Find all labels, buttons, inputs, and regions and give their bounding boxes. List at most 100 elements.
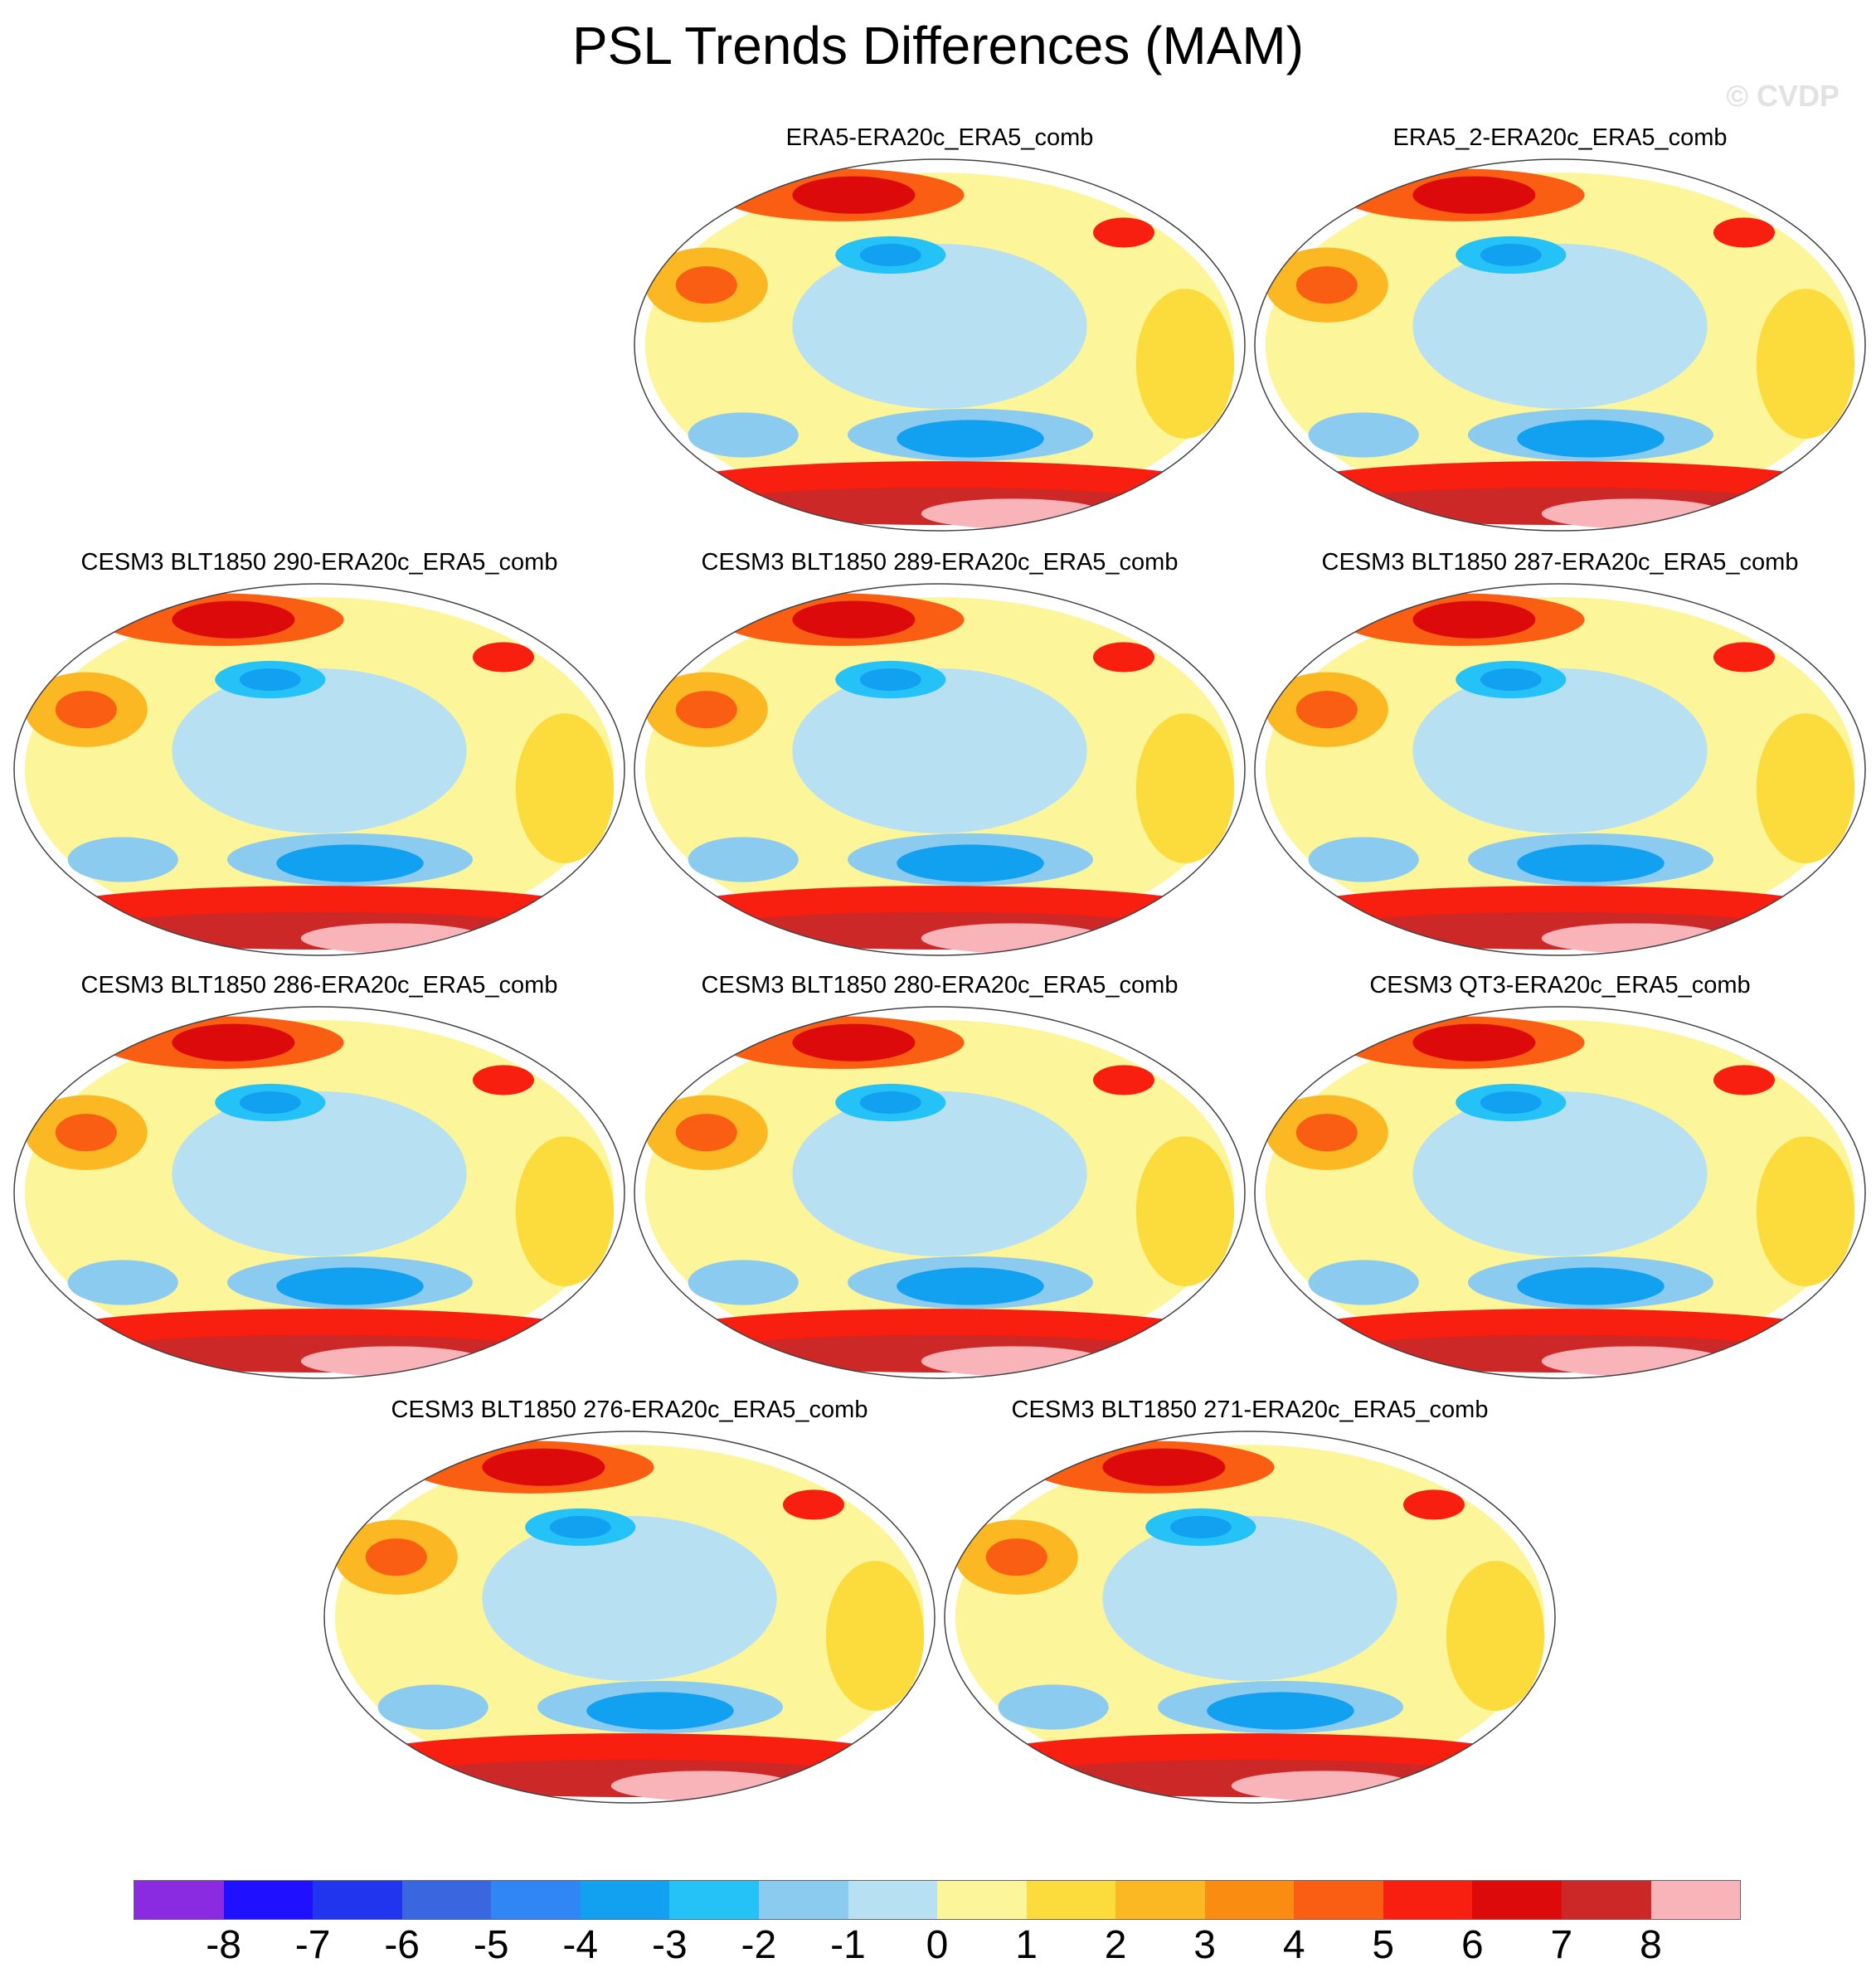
field-contour	[1541, 498, 1726, 529]
field-contour	[1480, 1091, 1542, 1115]
colorbar-cell	[1562, 1881, 1651, 1919]
field-contour	[1480, 668, 1542, 692]
colorbar-cell	[134, 1881, 224, 1919]
field-contour	[921, 498, 1106, 529]
colorbar-cell	[401, 1881, 492, 1919]
colorbar-tick-label: 8	[1640, 1923, 1662, 1967]
colorbar-tick-label: 1	[1015, 1923, 1038, 1967]
panel-title: CESM3 BLT1850 271-ERA20c_ERA5_comb	[1011, 1397, 1489, 1423]
field-contour	[921, 1346, 1106, 1377]
colorbar-tick-label: 0	[926, 1923, 949, 1967]
map-outline	[13, 583, 625, 956]
colorbar	[134, 1880, 1741, 1920]
robinson-map	[634, 1006, 1246, 1379]
colorbar-tick-label: -6	[384, 1923, 420, 1967]
panel-title: CESM3 BLT1850 276-ERA20c_ERA5_comb	[391, 1397, 868, 1423]
field-contour	[897, 844, 1044, 882]
panel-title: CESM3 BLT1850 280-ERA20c_ERA5_comb	[701, 972, 1179, 998]
field-contour	[792, 668, 1087, 833]
field-contour	[1169, 1515, 1232, 1539]
colorbar-tick-label: 7	[1550, 1923, 1573, 1967]
field-contour	[1207, 1692, 1354, 1730]
field-contour	[1135, 289, 1235, 439]
field-contour	[1541, 1346, 1726, 1377]
colorbar-cell	[1294, 1881, 1383, 1919]
field-contour	[239, 1091, 301, 1115]
field-contour	[1403, 1489, 1465, 1520]
colorbar-cell	[1026, 1881, 1116, 1919]
robinson-map	[323, 1431, 936, 1804]
field-contour	[1231, 1771, 1416, 1801]
field-contour	[1308, 837, 1419, 882]
field-contour	[377, 1684, 488, 1730]
robinson-map	[634, 583, 1246, 956]
map-panel: CESM3 BLT1850 289-ERA20c_ERA5_comb	[633, 549, 1247, 957]
colorbar-tick-label: -2	[741, 1923, 777, 1967]
field-contour	[998, 1684, 1109, 1730]
map-outline	[1254, 1006, 1866, 1379]
chart-title: PSL Trends Differences (MAM)	[571, 16, 1305, 75]
colorbar-cell	[1115, 1881, 1205, 1919]
colorbar-tick-label: -8	[206, 1923, 241, 1967]
field-contour	[239, 668, 301, 692]
colorbar-cell	[1472, 1881, 1562, 1919]
field-contour	[482, 1515, 777, 1681]
field-contour	[55, 1114, 117, 1152]
field-contour	[365, 1538, 427, 1576]
colorbar-cell	[1650, 1881, 1741, 1919]
map-panel: CESM3 BLT1850 280-ERA20c_ERA5_comb	[633, 972, 1247, 1380]
robinson-map	[13, 583, 625, 956]
robinson-map	[944, 1431, 1556, 1804]
colorbar-tick-label: 3	[1193, 1923, 1216, 1967]
field-contour	[792, 1091, 1087, 1256]
field-contour	[688, 1260, 799, 1305]
panel-title: ERA5_2-ERA20c_ERA5_comb	[1392, 124, 1728, 151]
colorbar-cell	[758, 1881, 848, 1919]
field-contour	[792, 600, 916, 639]
field-contour	[859, 668, 921, 692]
field-contour	[1756, 713, 1855, 863]
colorbar-tick-label: -3	[651, 1923, 688, 1967]
field-contour	[1756, 289, 1855, 439]
colorbar-cell	[223, 1881, 313, 1919]
field-contour	[172, 600, 295, 639]
field-contour	[1295, 1114, 1358, 1152]
field-contour	[300, 923, 485, 954]
field-contour	[1412, 1091, 1708, 1256]
robinson-map	[1254, 158, 1866, 532]
field-contour	[549, 1515, 611, 1539]
colorbar-cell	[848, 1881, 938, 1919]
field-contour	[172, 1023, 295, 1062]
field-contour	[1713, 1065, 1775, 1096]
colorbar-cell	[491, 1881, 581, 1919]
field-contour	[482, 1448, 605, 1486]
colorbar-tick-label: 4	[1282, 1923, 1305, 1967]
field-contour	[172, 668, 467, 833]
field-contour	[1135, 1136, 1235, 1286]
field-contour	[276, 1267, 424, 1305]
field-contour	[473, 1065, 534, 1096]
field-contour	[586, 1692, 734, 1730]
field-contour	[675, 266, 737, 304]
field-contour	[1093, 1065, 1154, 1096]
field-contour	[1093, 217, 1154, 248]
map-panel: ERA5_2-ERA20c_ERA5_comb	[1253, 124, 1867, 532]
panel-title: CESM3 BLT1850 286-ERA20c_ERA5_comb	[80, 972, 558, 998]
field-contour	[1412, 176, 1536, 214]
field-contour	[515, 1136, 615, 1286]
field-contour	[1480, 243, 1542, 267]
map-outline	[634, 1006, 1246, 1379]
map-panel: CESM3 BLT1850 286-ERA20c_ERA5_comb	[12, 972, 626, 1380]
field-contour	[897, 420, 1044, 458]
map-panel: ERA5-ERA20c_ERA5_comb	[633, 124, 1247, 532]
map-panel: CESM3 BLT1850 287-ERA20c_ERA5_comb	[1253, 549, 1867, 957]
field-contour	[1412, 600, 1536, 639]
robinson-map	[13, 1006, 625, 1379]
colorbar-tick-label: -5	[473, 1923, 509, 1967]
map-panel: CESM3 BLT1850 276-ERA20c_ERA5_comb	[323, 1397, 936, 1805]
colorbar-tick-label: 5	[1372, 1923, 1395, 1967]
colorbar-cell	[1204, 1881, 1295, 1919]
map-outline	[944, 1431, 1556, 1804]
field-contour	[1713, 642, 1775, 673]
field-contour	[1517, 844, 1665, 882]
